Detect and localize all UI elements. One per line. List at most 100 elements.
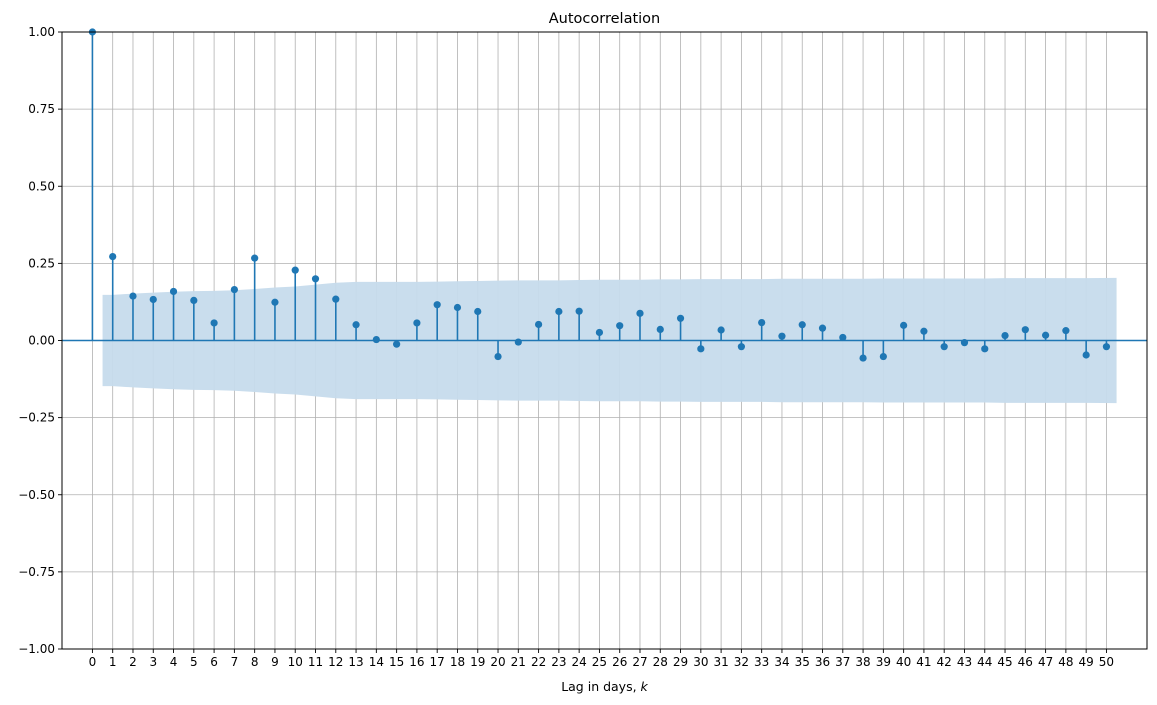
x-tick-label: 15 [389,655,404,669]
x-tick-label: 37 [835,655,850,669]
y-tick-label: 0.00 [28,334,55,348]
x-tick-label: 33 [754,655,769,669]
acf-point [1021,326,1029,334]
x-tick-label: 20 [490,655,505,669]
acf-point [291,266,299,274]
acf-point [413,319,421,327]
acf-point [129,292,137,300]
y-tick-label: −0.50 [18,488,55,502]
x-tick-label: 1 [109,655,117,669]
x-tick-label: 49 [1079,655,1094,669]
x-tick-label: 7 [231,655,239,669]
x-tick-label: 0 [89,655,97,669]
acf-point [251,254,259,262]
acf-point [960,339,969,347]
acf-point [920,327,928,335]
x-tick-label: 27 [632,655,647,669]
acf-point [494,352,502,361]
x-tick-label: 17 [430,655,445,669]
x-tick-label: 19 [470,655,485,669]
x-tick-label: 38 [855,655,870,669]
x-tick-label: 24 [572,655,587,669]
acf-point [534,320,543,329]
y-tick-label: 0.25 [28,256,55,270]
acf-point [169,287,178,296]
x-tick-label: 14 [369,655,384,669]
acf-point [372,335,380,344]
acf-point [737,343,745,351]
x-tick-label: 46 [1018,655,1033,669]
acf-point [474,307,482,316]
x-tick-label: 41 [916,655,931,669]
x-tick-label: 28 [653,655,668,669]
acf-point [940,343,948,351]
x-tick-label: 45 [997,655,1012,669]
acf-point [230,285,238,294]
acf-point [109,252,117,261]
acf-point [798,321,806,329]
acf-point [352,321,360,329]
x-tick-label: 12 [328,655,343,669]
x-tick-label: 2 [129,655,137,669]
x-tick-label: 6 [210,655,218,669]
ticks: −1.00 −0.75 −0.50 −0.25 0.00 0.25 0.50 0.75 1.00… [18,25,1114,669]
x-axis-label-variable: k [641,679,649,694]
acf-point [332,295,340,303]
acf-point [311,275,320,283]
acf-point [271,298,279,306]
acf-point [616,322,624,330]
x-tick-label: 36 [815,655,830,669]
x-tick-label: 25 [592,655,607,669]
acf-point [778,332,786,340]
x-tick-label: 47 [1038,655,1053,669]
x-tick-label: 44 [977,655,992,669]
x-tick-label: 43 [957,655,972,669]
x-tick-label: 8 [251,655,259,669]
y-tick-label: 0.50 [28,179,55,193]
acf-point [1041,331,1050,339]
acf-point [859,354,867,362]
acf-point [453,303,462,312]
x-tick-label: 16 [409,655,424,669]
x-tick-label: 30 [693,655,708,669]
y-tick-label: −0.75 [18,565,55,579]
x-tick-label: 35 [795,655,810,669]
x-tick-label: 22 [531,655,546,669]
x-tick-label: 9 [271,655,279,669]
acf-point [636,309,644,317]
x-tick-label: 11 [308,655,323,669]
x-tick-label: 5 [190,655,198,669]
acf-point [393,340,401,348]
x-tick-label: 23 [551,655,566,669]
x-tick-label: 31 [713,655,728,669]
acf-point [656,325,664,333]
acf-point [839,333,847,342]
x-tick-label: 13 [348,655,363,669]
x-tick-label: 42 [937,655,952,669]
x-tick-label: 39 [876,655,891,669]
acf-point [575,307,583,315]
acf-point [190,296,198,304]
x-tick-label: 32 [734,655,749,669]
y-tick-label: −0.25 [18,411,55,425]
x-axis-label: Lag in days, k [561,679,648,694]
x-tick-label: 48 [1058,655,1073,669]
acf-point [879,352,887,361]
y-tick-label: 0.75 [28,102,55,116]
x-tick-label: 4 [170,655,178,669]
acf-point [900,321,908,329]
acf-point [514,338,522,346]
acf-point [210,319,218,327]
y-tick-label: −1.00 [18,642,55,656]
acf-point [433,301,441,309]
acf-point [1102,343,1111,351]
x-tick-label: 50 [1099,655,1114,669]
acf-point [818,324,827,332]
acf-point [1001,331,1009,340]
x-tick-label: 10 [288,655,303,669]
acf-point [555,307,563,316]
x-tick-label: 3 [149,655,157,669]
y-tick-label: 1.00 [28,25,55,39]
acf-point [149,295,157,304]
